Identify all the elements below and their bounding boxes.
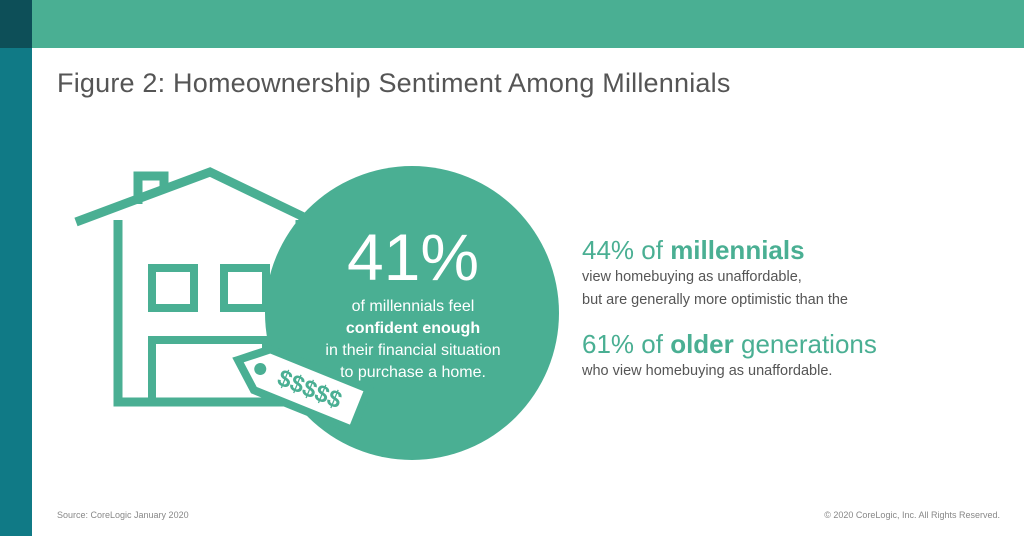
stat-older-desc: who view homebuying as unaffordable.: [582, 363, 833, 379]
circle-line-1: of millennials feel: [351, 298, 475, 315]
stat-millennials-desc-1: view homebuying as unaffordable,: [582, 269, 802, 285]
circle-line-3: in their financial situation: [325, 342, 501, 359]
circle-description: of millennials feel confident enough in …: [300, 296, 526, 384]
confidence-percent: 41%: [346, 220, 480, 294]
house-walls-icon: [113, 220, 305, 407]
stat-millennials-desc-2: but are generally more optimistic than t…: [582, 292, 848, 308]
window-right-icon: [220, 264, 270, 312]
stats-column: 44% of millennials view homebuying as un…: [582, 234, 1002, 383]
page-title: Figure 2: Homeownership Sentiment Among …: [57, 68, 731, 98]
stat-older-heading: 61% of older generations: [582, 328, 1002, 360]
circle-line-2: confident enough: [345, 320, 481, 337]
house-illustration: $$$$$: [74, 166, 559, 460]
price-tag-icon: $$$$$: [232, 345, 374, 436]
circle-line-4: to purchase a home.: [340, 364, 486, 381]
stat-millennials-pct: 44% of: [582, 235, 663, 265]
stat-older-pct: 61% of: [582, 329, 663, 359]
window-left-icon: [148, 264, 198, 312]
circle-stat-block: 41% of millennials feel confident enough…: [300, 222, 526, 384]
header-corner-block: [0, 0, 32, 48]
source-note: Source: CoreLogic January 2020: [57, 510, 189, 520]
roof-icon: [74, 167, 312, 227]
header-bar: [32, 0, 1024, 48]
stat-millennials-group: millennials: [670, 235, 805, 265]
stat-millennials-heading: 44% of millennials: [582, 234, 1002, 266]
chimney-icon: [133, 171, 169, 204]
stat-older-tail: generations: [741, 329, 877, 359]
copyright-note: © 2020 CoreLogic, Inc. All Rights Reserv…: [824, 510, 1000, 520]
stat-older-group: older: [670, 329, 734, 359]
sidebar-strip: [0, 48, 32, 536]
